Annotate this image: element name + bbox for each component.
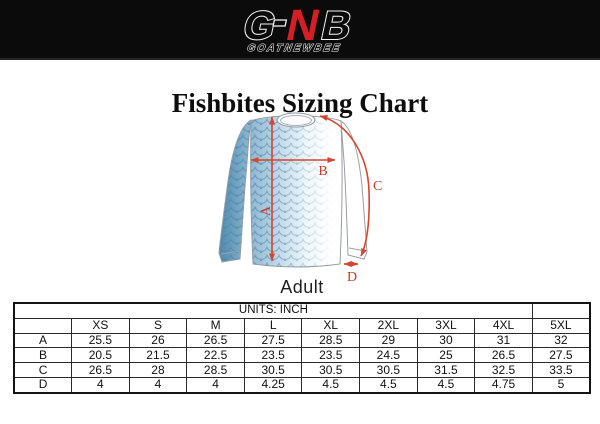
size-value-cell: 26 [128, 332, 188, 349]
size-value-cell: 4 [186, 376, 245, 394]
size-value-cell: 25.5 [71, 332, 130, 349]
size-value-cell: 26.5 [71, 362, 130, 378]
size-col-header [13, 317, 73, 334]
arrow-c-sleeve [319, 115, 370, 257]
size-value-cell: 4.5 [416, 376, 476, 394]
brand-banner: G N B GOATNEWBEE [0, 0, 600, 60]
measure-label-d: D [347, 270, 357, 285]
size-col-header: 3XL [416, 317, 476, 334]
measure-label-a: A [259, 205, 274, 216]
size-value-cell: 26.5 [186, 332, 245, 349]
logo-letter-b: B [317, 3, 356, 48]
size-value-cell: 30 [416, 332, 476, 349]
size-col-header: 2XL [359, 317, 418, 334]
size-value-cell: 30.5 [301, 362, 361, 378]
size-value-cell: 27.5 [531, 347, 591, 364]
logo-dash [272, 19, 288, 27]
size-header-row: XS S M L XL 2XL 3XL 4XL 5XL [13, 317, 591, 334]
size-value-cell: 23.5 [243, 347, 303, 364]
measure-row-d: D 4 4 4 4.25 4.5 4.5 4.5 4.75 5 [13, 376, 591, 394]
size-value-cell: 4 [71, 376, 130, 394]
size-col-header: XL [301, 317, 361, 334]
measure-row-label: C [13, 362, 73, 378]
size-value-cell: 4.25 [243, 376, 303, 394]
size-col-header: XS [71, 317, 130, 334]
measure-row-label: B [13, 347, 73, 364]
units-empty-cell [531, 302, 591, 319]
measure-row-a: A 25.5 26 26.5 27.5 28.5 29 30 31 32 [13, 332, 591, 349]
size-col-header: 4XL [474, 317, 533, 334]
size-value-cell: 32 [531, 332, 591, 349]
sizing-table: UNITS: INCH XS S M L XL 2XL 3XL 4XL 5XL … [13, 302, 591, 394]
size-col-header: 5XL [531, 317, 591, 334]
size-value-cell: 4.5 [301, 376, 361, 394]
gnb-logo: G N B GOATNEWBEE [238, 3, 357, 54]
size-value-cell: 28 [128, 362, 188, 378]
size-value-cell: 31.5 [416, 362, 476, 378]
measure-label-c: C [373, 179, 382, 194]
measure-row-c: C 26.5 28 28.5 30.5 30.5 30.5 31.5 32.5 … [13, 362, 591, 378]
size-value-cell: 4 [128, 376, 188, 394]
units-label: UNITS: INCH [13, 302, 533, 319]
measure-label-b: B [318, 164, 327, 179]
size-value-cell: 27.5 [243, 332, 303, 349]
size-col-header: M [186, 317, 245, 334]
size-value-cell: 24.5 [359, 347, 418, 364]
measure-row-label: D [13, 376, 73, 394]
size-value-cell: 4.75 [474, 376, 533, 394]
size-value-cell: 23.5 [301, 347, 361, 364]
size-value-cell: 30.5 [243, 362, 303, 378]
logo-wordmark: GOATNEWBEE [246, 43, 342, 54]
size-value-cell: 26.5 [474, 347, 533, 364]
size-value-cell: 25 [416, 347, 476, 364]
size-value-cell: 4.5 [359, 376, 418, 394]
size-value-cell: 30.5 [359, 362, 418, 378]
shirt-diagram-svg: A B C D [218, 112, 382, 285]
shirt-figure: A B C D [183, 101, 415, 293]
size-col-header: L [243, 317, 303, 334]
collar [276, 112, 316, 128]
size-value-cell: 21.5 [128, 347, 188, 364]
size-value-cell: 22.5 [186, 347, 245, 364]
size-value-cell: 20.5 [71, 347, 130, 364]
measure-row-label: A [13, 332, 73, 349]
size-col-header: S [128, 317, 188, 334]
figure-caption: Adult [280, 277, 324, 297]
units-row: UNITS: INCH [13, 302, 591, 319]
measure-row-b: B 20.5 21.5 22.5 23.5 23.5 24.5 25 26.5 … [13, 347, 591, 364]
size-value-cell: 5 [531, 376, 591, 394]
size-value-cell: 28.5 [301, 332, 361, 349]
size-value-cell: 31 [474, 332, 533, 349]
size-value-cell: 33.5 [531, 362, 591, 378]
size-value-cell: 28.5 [186, 362, 245, 378]
size-value-cell: 29 [359, 332, 418, 349]
size-value-cell: 32.5 [474, 362, 533, 378]
